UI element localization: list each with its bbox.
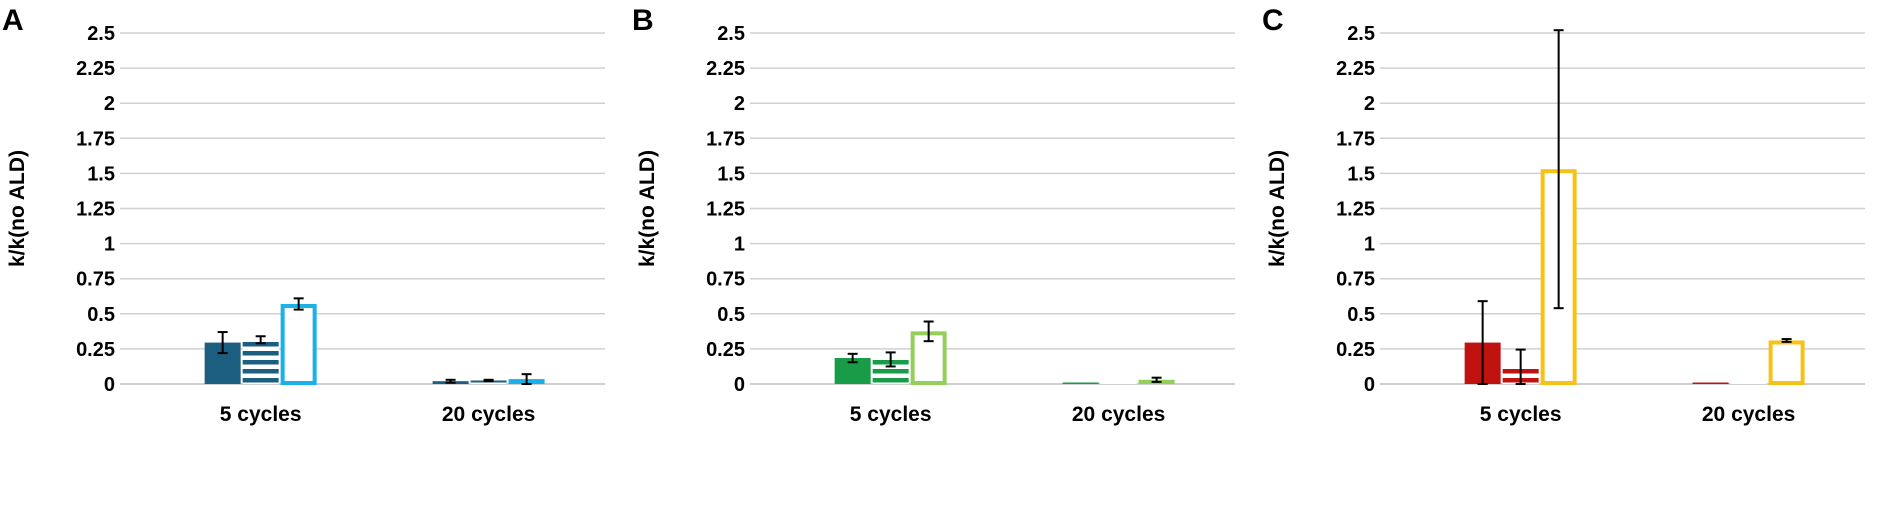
bar-striped <box>242 339 279 384</box>
y-tick-label: 0 <box>104 374 115 396</box>
y-tick-label: 2.25 <box>1336 58 1375 80</box>
y-tick-label: 0.75 <box>706 269 745 291</box>
y-tick-label: 1.5 <box>717 163 745 185</box>
y-tick-label: 2 <box>734 93 745 115</box>
y-tick-label: 0 <box>1364 374 1375 396</box>
bar-striped <box>1730 382 1767 384</box>
y-tick-label: 1.5 <box>87 163 115 185</box>
y-tick-label: 0.5 <box>87 304 115 326</box>
y-tick-label: 2 <box>1364 93 1375 115</box>
bar-solid <box>1692 382 1729 384</box>
y-tick-label: 1 <box>1364 234 1375 256</box>
x-category-label: 20 cycles <box>1702 403 1795 426</box>
y-tick-label: 1.75 <box>1336 128 1375 150</box>
chart-panel-C: Ck/k(no ALD) 0 0.25 0.5 0.75 1 1.25 1.5 1.75 2 2.2… <box>1262 4 1865 426</box>
y-tick-label: 0.5 <box>1347 304 1375 326</box>
y-tick-label: 0 <box>734 374 745 396</box>
bar-solid <box>1062 382 1099 384</box>
y-tick-label: 1.5 <box>1347 163 1375 185</box>
y-tick-label: 2.25 <box>706 58 745 80</box>
chart-panel-B: Bk/k(no ALD) 0 0.25 0.5 0.75 1 1.25 1.5 1.75 2 2.2… <box>632 4 1235 426</box>
y-tick-label: 2.25 <box>76 58 115 80</box>
panel-label: C <box>1262 4 1284 37</box>
chart-panel-A: Ak/k(no ALD) 0 0.25 0.5 0.75 1 1.25 1.5 1.75 2 2.2… <box>2 4 605 426</box>
bar-hollow <box>280 303 317 385</box>
y-tick-label: 1.75 <box>76 128 115 150</box>
bar-striped <box>1100 382 1137 384</box>
panel-label: B <box>632 4 654 37</box>
y-tick-label: 2.5 <box>717 23 745 45</box>
y-tick-label: 0.75 <box>1336 269 1375 291</box>
y-tick-label: 0.25 <box>76 339 115 361</box>
y-tick-label: 0.25 <box>1336 339 1375 361</box>
x-category-label: 5 cycles <box>1480 403 1562 426</box>
y-tick-label: 0.25 <box>706 339 745 361</box>
y-tick-label: 1 <box>734 234 745 256</box>
panel-label: A <box>2 4 24 37</box>
bar-striped <box>470 380 507 384</box>
y-tick-label: 1.25 <box>706 199 745 221</box>
y-tick-label: 0.75 <box>76 269 115 291</box>
y-tick-label: 0.5 <box>717 304 745 326</box>
x-category-label: 20 cycles <box>1072 403 1165 426</box>
x-category-label: 20 cycles <box>442 403 535 426</box>
y-tick-label: 1.75 <box>706 128 745 150</box>
y-tick-label: 1.25 <box>76 199 115 221</box>
y-tick-label: 2.5 <box>1347 23 1375 45</box>
y-tick-label: 2.5 <box>87 23 115 45</box>
bar-hollow <box>1768 340 1805 386</box>
y-axis-label: k/k(no ALD) <box>6 150 29 267</box>
y-tick-label: 2 <box>104 93 115 115</box>
x-category-label: 5 cycles <box>850 403 932 426</box>
y-axis-label: k/k(no ALD) <box>636 150 659 267</box>
y-tick-label: 1.25 <box>1336 199 1375 221</box>
y-tick-label: 1 <box>104 234 115 256</box>
y-axis-label: k/k(no ALD) <box>1266 150 1289 267</box>
x-category-label: 5 cycles <box>220 403 302 426</box>
